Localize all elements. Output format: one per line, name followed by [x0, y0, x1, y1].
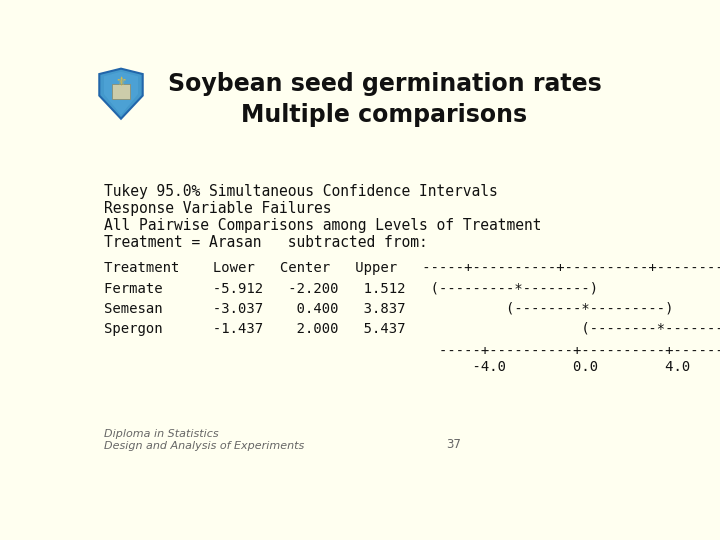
Text: All Pairwise Comparisons among Levels of Treatment: All Pairwise Comparisons among Levels of…: [104, 218, 541, 233]
Polygon shape: [112, 84, 130, 99]
Text: -4.0        0.0        4.0       8.0: -4.0 0.0 4.0 8.0: [104, 361, 720, 374]
Text: Tukey 95.0% Simultaneous Confidence Intervals: Tukey 95.0% Simultaneous Confidence Inte…: [104, 184, 498, 199]
Text: Semesan      -3.037    0.400   3.837            (--------*---------): Semesan -3.037 0.400 3.837 (--------*---…: [104, 302, 673, 316]
Text: Treatment = Arasan   subtracted from:: Treatment = Arasan subtracted from:: [104, 235, 428, 250]
Polygon shape: [104, 72, 138, 115]
Text: Response Variable Failures: Response Variable Failures: [104, 201, 331, 216]
Text: -----+----------+----------+--------+-: -----+----------+----------+--------+-: [104, 343, 720, 357]
Text: Diploma in Statistics
Design and Analysis of Experiments: Diploma in Statistics Design and Analysi…: [104, 429, 304, 451]
Text: 37: 37: [446, 438, 462, 451]
Text: Fermate      -5.912   -2.200   1.512   (---------*--------): Fermate -5.912 -2.200 1.512 (---------*-…: [104, 282, 598, 296]
Text: ⚜: ⚜: [115, 76, 127, 89]
Polygon shape: [99, 69, 143, 119]
Text: Soybean seed germination rates
Multiple comparisons: Soybean seed germination rates Multiple …: [168, 72, 601, 127]
Text: Treatment    Lower   Center   Upper   -----+----------+----------+--------+-: Treatment Lower Center Upper -----+-----…: [104, 261, 720, 275]
Text: Spergon      -1.437    2.000   5.437                     (--------*--------): Spergon -1.437 2.000 5.437 (--------*---…: [104, 322, 720, 336]
